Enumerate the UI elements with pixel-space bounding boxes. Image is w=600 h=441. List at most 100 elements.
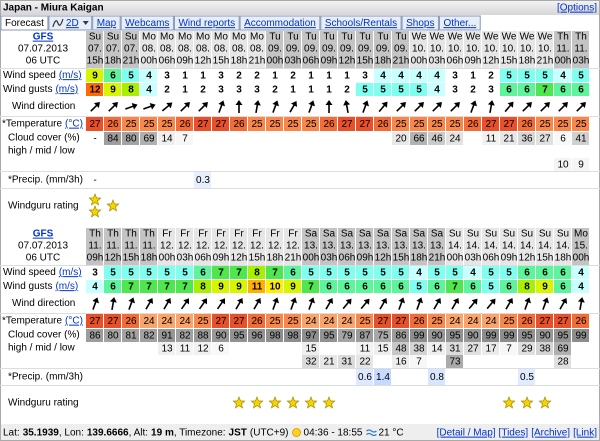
cloud-low: 73 <box>449 357 461 368</box>
wind-gust-cell <box>500 83 517 96</box>
temperature-cell <box>104 117 121 131</box>
unit-link: (°C) <box>65 119 83 130</box>
tab[interactable]: Shops <box>401 15 439 31</box>
wind-speed-cell <box>482 266 499 279</box>
cloud-high: 97 <box>305 331 317 342</box>
wind-arrow <box>470 100 477 113</box>
day: Th <box>89 229 101 240</box>
time-cell <box>428 228 445 265</box>
hour: 21h <box>393 56 410 67</box>
tab[interactable]: 2D <box>48 15 93 31</box>
arrow-head <box>92 297 99 304</box>
wind-arrow <box>161 102 173 112</box>
wind-arrow <box>396 102 406 112</box>
temperature-cell <box>158 117 175 131</box>
wind-gust-cell <box>302 83 319 96</box>
cloud-high: 98 <box>269 331 281 342</box>
time-cell <box>518 228 535 265</box>
wind-speed-cell <box>338 69 355 82</box>
time-cell <box>464 31 481 68</box>
cloud-high: 98 <box>287 331 299 342</box>
tab-bg <box>438 15 481 31</box>
cloud-high-cell <box>212 329 229 342</box>
temperature-cell <box>248 117 265 131</box>
date: 14. <box>448 241 462 252</box>
arrow-head <box>290 297 297 304</box>
date: 13. <box>322 241 336 252</box>
wind-speed-cell <box>212 266 229 279</box>
options-link[interactable]: [Options] <box>557 3 597 14</box>
wind-speed-cell <box>176 69 193 82</box>
row-label: Wind gusts <box>3 281 52 292</box>
wind-speed: 5 <box>524 71 530 82</box>
wind-speed: 5 <box>578 71 584 82</box>
wind-speed: 1 <box>182 71 188 82</box>
hour: 21h <box>123 56 140 67</box>
wind-speed-cell <box>500 69 517 82</box>
footer-link[interactable]: [Detail / Map] <box>437 428 496 439</box>
wind-gust-cell <box>212 83 229 96</box>
temperature-cell <box>518 314 535 328</box>
wind-gust: 8 <box>128 85 134 96</box>
cloud-high: 95 <box>449 331 461 342</box>
date: 10. <box>502 44 516 55</box>
temperature-cell <box>518 117 535 131</box>
wind-arrow <box>163 297 172 310</box>
arrow-shaft <box>558 104 566 112</box>
wind-speed: 5 <box>506 71 512 82</box>
time-cell <box>284 31 301 68</box>
temperature-cell <box>122 314 139 328</box>
wind-arrow <box>362 100 369 113</box>
wind-speed: 3 <box>164 71 170 82</box>
tab-bg <box>401 15 439 31</box>
day: Su <box>521 229 533 240</box>
hour: 00h <box>555 56 572 67</box>
cloud-low-cell <box>320 355 337 368</box>
arrow-shaft <box>128 300 133 310</box>
tab[interactable]: Other... <box>438 15 481 31</box>
tab[interactable]: Schools/Rentals <box>320 15 402 31</box>
day: Mo <box>250 32 264 43</box>
wind-gust-cell <box>482 280 499 293</box>
temperature-cell <box>212 117 229 131</box>
wind-speed: 6 <box>110 71 116 82</box>
temperature-cell <box>374 117 391 131</box>
day: We <box>448 32 463 43</box>
day: Tu <box>395 32 406 43</box>
wind-gust-cell <box>248 280 265 293</box>
wind-gust: 10 <box>269 282 281 293</box>
tab-label: Wind reports <box>178 18 235 29</box>
date: 08. <box>178 44 192 55</box>
footer-link[interactable]: [Tides] <box>499 428 529 439</box>
hour: 00h <box>447 253 464 264</box>
day: Su <box>89 32 101 43</box>
cloud-high-cell <box>122 329 139 342</box>
temperature-cell <box>428 314 445 328</box>
wind-gust: 7 <box>128 282 134 293</box>
wind-speed: 4 <box>416 268 422 279</box>
date: 13. <box>304 241 318 252</box>
tab[interactable]: Accommodation <box>239 15 321 31</box>
time-cell <box>248 228 265 265</box>
arrow-head <box>506 297 514 305</box>
arrow-head <box>308 297 315 304</box>
date: 07. <box>124 44 138 55</box>
temperature-cell <box>554 314 571 328</box>
temperature: 24 <box>143 316 155 327</box>
tab[interactable]: Wind reports <box>173 15 240 31</box>
day: Fr <box>216 229 226 240</box>
row-label: Cloud cover (%) <box>8 330 80 341</box>
time-cell <box>302 31 319 68</box>
footer-link[interactable]: [Link] <box>573 428 597 439</box>
tab[interactable]: Map <box>92 15 121 31</box>
hour: 21h <box>537 56 554 67</box>
cloud-high-cell <box>482 329 499 342</box>
date: 13. <box>394 241 408 252</box>
cloud-mid: 38 <box>539 344 551 355</box>
tab[interactable]: Webcams <box>120 15 174 31</box>
date: 15. <box>574 241 588 252</box>
wind-gust: 6 <box>110 282 116 293</box>
hour: 09h <box>177 56 194 67</box>
arrow-head <box>471 298 478 305</box>
footer-link[interactable]: [Archive] <box>531 428 570 439</box>
